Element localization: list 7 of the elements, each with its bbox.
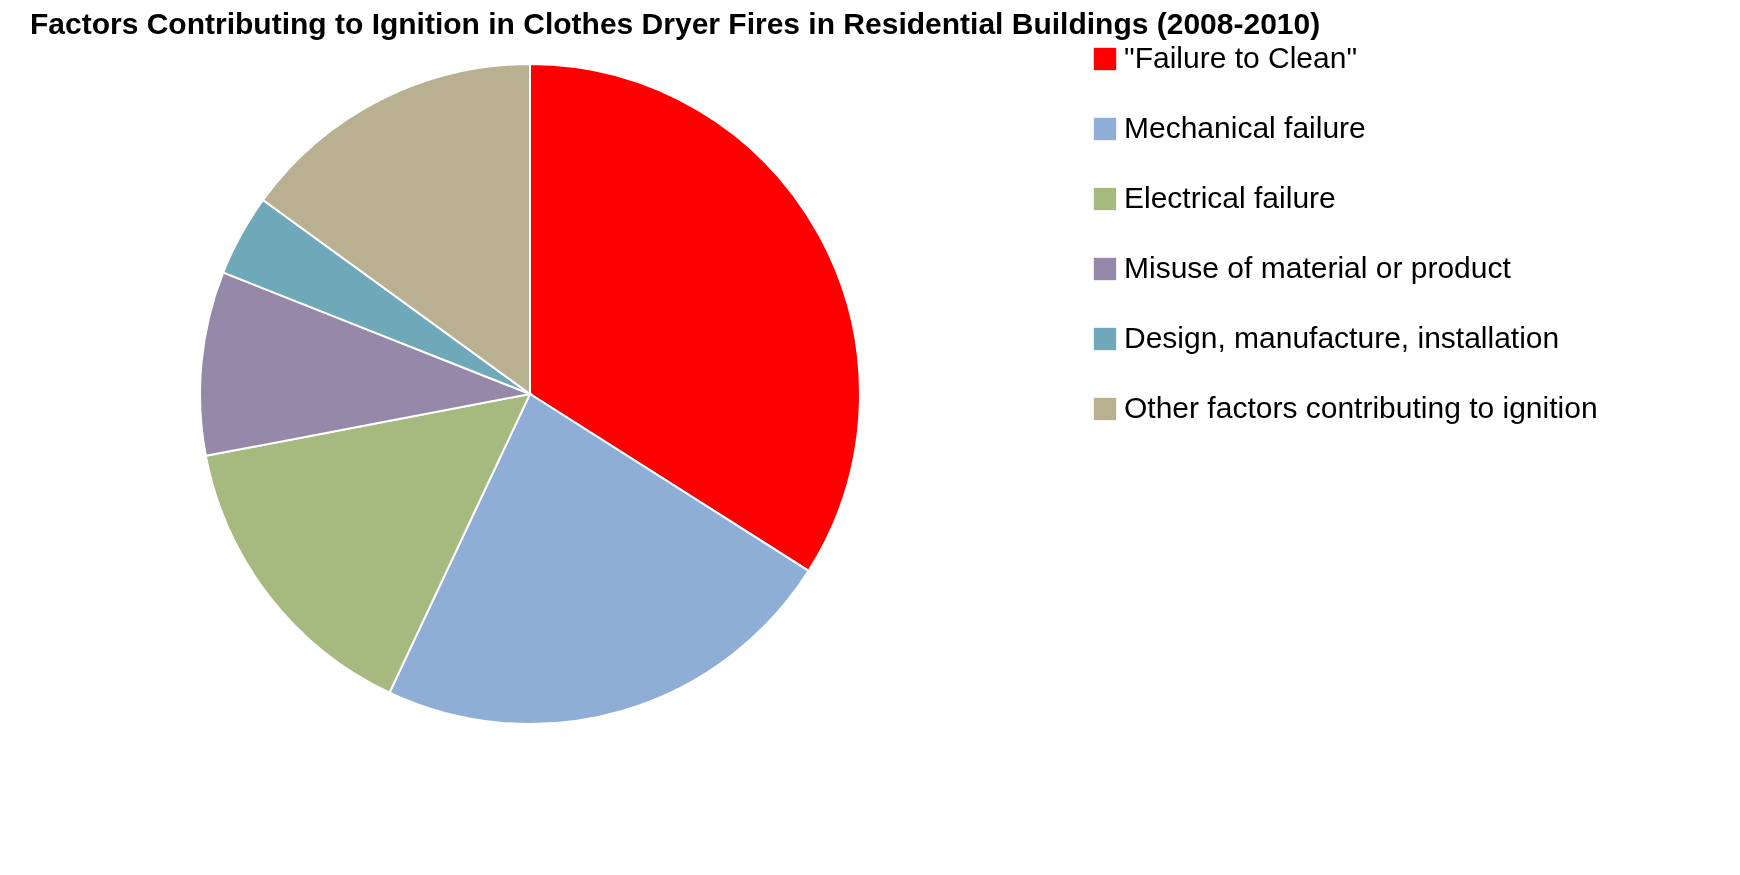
legend-label: Other factors contributing to ignition [1124,391,1598,424]
legend-label: Mechanical failure [1124,111,1366,144]
chart-title: Factors Contributing to Ignition in Clothes Dryer Fires in Residential Buildings (2008-2010) [30,7,1321,40]
legend-label: Misuse of material or product [1124,251,1512,284]
legend-label: Electrical failure [1124,181,1336,214]
legend-label: Design, manufacture, installation [1124,321,1560,354]
legend-label: "Failure to Clean" [1124,41,1358,74]
